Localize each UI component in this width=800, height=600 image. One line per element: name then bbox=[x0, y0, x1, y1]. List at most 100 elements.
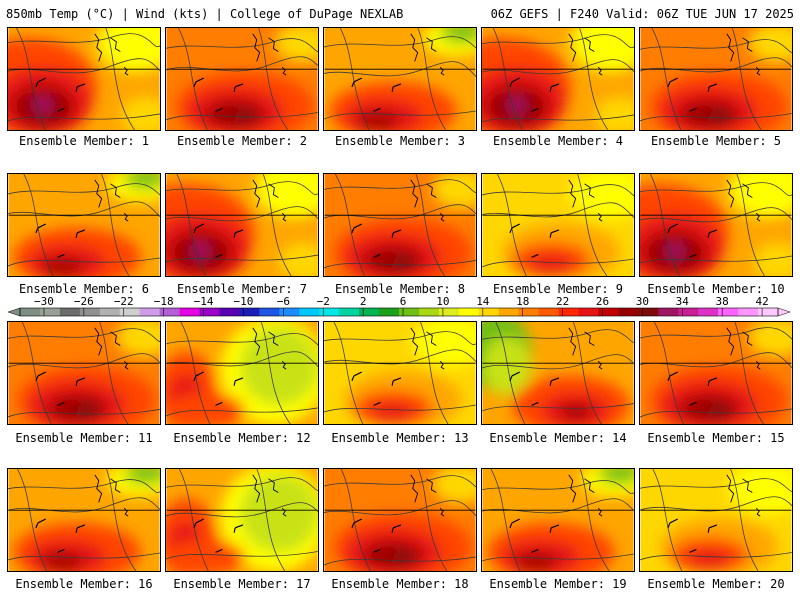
colorbar-tick-label: 6 bbox=[400, 296, 407, 308]
ensemble-member-map bbox=[481, 27, 635, 131]
colorbar-tick-label: 2 bbox=[360, 296, 367, 308]
temperature-anomaly-blob bbox=[233, 111, 257, 126]
ensemble-member-map bbox=[639, 27, 793, 131]
temperature-anomaly-blob bbox=[47, 394, 107, 423]
colorbar-swatch bbox=[558, 308, 579, 316]
ensemble-member-map bbox=[165, 468, 319, 572]
colorbar-swatch bbox=[638, 308, 659, 316]
ensemble-member-map bbox=[481, 468, 635, 572]
ensemble-member-map bbox=[481, 173, 635, 277]
temperature-anomaly-blob bbox=[482, 336, 532, 396]
colorbar-low-arrow bbox=[7, 307, 21, 317]
great-lakes-outline bbox=[252, 179, 287, 222]
temperature-anomaly-blob bbox=[36, 99, 49, 110]
temperature-anomaly-blob bbox=[356, 112, 400, 130]
ensemble-member-map bbox=[323, 27, 477, 131]
temperature-anomaly-blob bbox=[391, 257, 415, 272]
ensemble-member-label: Ensemble Member: 10 bbox=[647, 282, 785, 296]
colorbar-swatch bbox=[259, 308, 280, 316]
ensemble-member-label: Ensemble Member: 1 bbox=[18, 134, 150, 148]
ensemble-member-label: Ensemble Member: 6 bbox=[18, 282, 150, 296]
temperature-anomaly-blob bbox=[166, 392, 245, 424]
colorbar-high-arrow bbox=[777, 307, 791, 317]
temperature-anomaly-blob bbox=[753, 242, 792, 276]
colorbar-tick-label: −6 bbox=[277, 296, 290, 308]
colorbar-swatch bbox=[738, 308, 759, 316]
colorbar-tick-label: −10 bbox=[234, 296, 254, 308]
temperature-anomaly-blob bbox=[363, 246, 423, 275]
colorbar-swatch bbox=[498, 308, 519, 316]
height-contours bbox=[166, 469, 318, 571]
colorbar-swatch bbox=[239, 308, 260, 316]
ensemble-member-label: Ensemble Member: 11 bbox=[15, 431, 153, 445]
great-lakes-outline bbox=[410, 179, 445, 222]
colorbar-swatch bbox=[518, 308, 539, 316]
great-lakes-outline bbox=[726, 327, 761, 370]
run-valid-time: 06Z GEFS | F240 Valid: 06Z TUE JUN 17 20… bbox=[490, 7, 794, 21]
colorbar-tick-label: −2 bbox=[317, 296, 330, 308]
temperature-anomaly-blob bbox=[40, 258, 84, 276]
colorbar-tick-label: 18 bbox=[516, 296, 529, 308]
height-contours bbox=[640, 322, 792, 424]
temperature-anomaly-blob bbox=[194, 245, 207, 256]
ensemble-member-label: Ensemble Member: 15 bbox=[647, 431, 785, 445]
colorbar-swatch bbox=[59, 308, 81, 316]
temperature-anomaly-blob bbox=[595, 96, 634, 130]
wind-barbs bbox=[667, 371, 718, 406]
ensemble-member-label: Ensemble Member: 17 bbox=[173, 577, 311, 591]
ensemble-member-map bbox=[323, 173, 477, 277]
great-lakes-outline bbox=[726, 474, 761, 517]
temperature-anomaly-blob bbox=[116, 322, 160, 357]
colorbar-tick-label: 30 bbox=[636, 296, 649, 308]
height-contours bbox=[640, 28, 792, 130]
height-contours bbox=[482, 469, 634, 571]
wind-barbs bbox=[193, 223, 244, 258]
ensemble-member-map bbox=[7, 27, 161, 131]
ensemble-member-label: Ensemble Member: 14 bbox=[489, 431, 627, 445]
great-lakes-outline bbox=[94, 327, 129, 370]
great-lakes-outline bbox=[94, 33, 129, 76]
temperature-anomaly-blob bbox=[432, 174, 476, 209]
temperature-anomaly-blob bbox=[205, 100, 265, 129]
colorbar-swatch bbox=[319, 308, 340, 316]
temperature-anomaly-blob bbox=[440, 28, 476, 43]
colorbar-tick-label: −22 bbox=[114, 296, 134, 308]
ensemble-member-map bbox=[165, 321, 319, 425]
height-contours bbox=[482, 174, 634, 276]
colorbar-swatch bbox=[279, 308, 300, 316]
colorbar-swatch bbox=[578, 308, 599, 316]
height-contours bbox=[482, 28, 634, 130]
colorbar-swatch bbox=[618, 308, 639, 316]
colorbar-swatch bbox=[359, 308, 380, 316]
temperature-anomaly-blob bbox=[598, 469, 634, 484]
colorbar-swatch bbox=[399, 308, 420, 316]
colorbar-tick-label: 14 bbox=[476, 296, 490, 308]
colorbar-tick-label: −30 bbox=[34, 296, 54, 308]
wind-barbs bbox=[509, 518, 560, 553]
colorbar-tick-label: −14 bbox=[194, 296, 214, 308]
temperature-anomaly-blob bbox=[668, 245, 681, 256]
temperature-anomaly-blob bbox=[121, 96, 160, 130]
ensemble-member-map bbox=[323, 321, 477, 425]
colorbar-swatch bbox=[438, 308, 460, 316]
great-lakes-outline bbox=[94, 474, 129, 517]
temperature-anomaly-blob bbox=[371, 403, 415, 422]
ensemble-member-map bbox=[639, 173, 793, 277]
colorbar-swatch bbox=[418, 308, 440, 316]
colorbar-swatch bbox=[598, 308, 619, 316]
great-lakes-outline bbox=[410, 474, 445, 517]
wind-barbs bbox=[35, 223, 86, 258]
wind-barbs bbox=[667, 518, 718, 553]
temperature-anomaly-blob bbox=[166, 539, 245, 571]
wind-barbs bbox=[351, 223, 402, 258]
ensemble-member-label: Ensemble Member: 5 bbox=[650, 134, 782, 148]
wind-barbs bbox=[35, 518, 86, 553]
colorbar-tick-label: −26 bbox=[74, 296, 94, 308]
temperature-anomaly-blob bbox=[432, 469, 476, 504]
temperature-colorbar: −30 −26 −22 −18 −14 −10 −6 −2 2 6 10 14 18 22 26 30 34 38… bbox=[7, 296, 791, 317]
wind-barbs bbox=[509, 371, 560, 406]
temperature-anomaly-blob bbox=[529, 255, 573, 274]
ensemble-member-map bbox=[639, 468, 793, 572]
colorbar-swatch bbox=[99, 308, 121, 316]
ensemble-member-map bbox=[165, 27, 319, 131]
